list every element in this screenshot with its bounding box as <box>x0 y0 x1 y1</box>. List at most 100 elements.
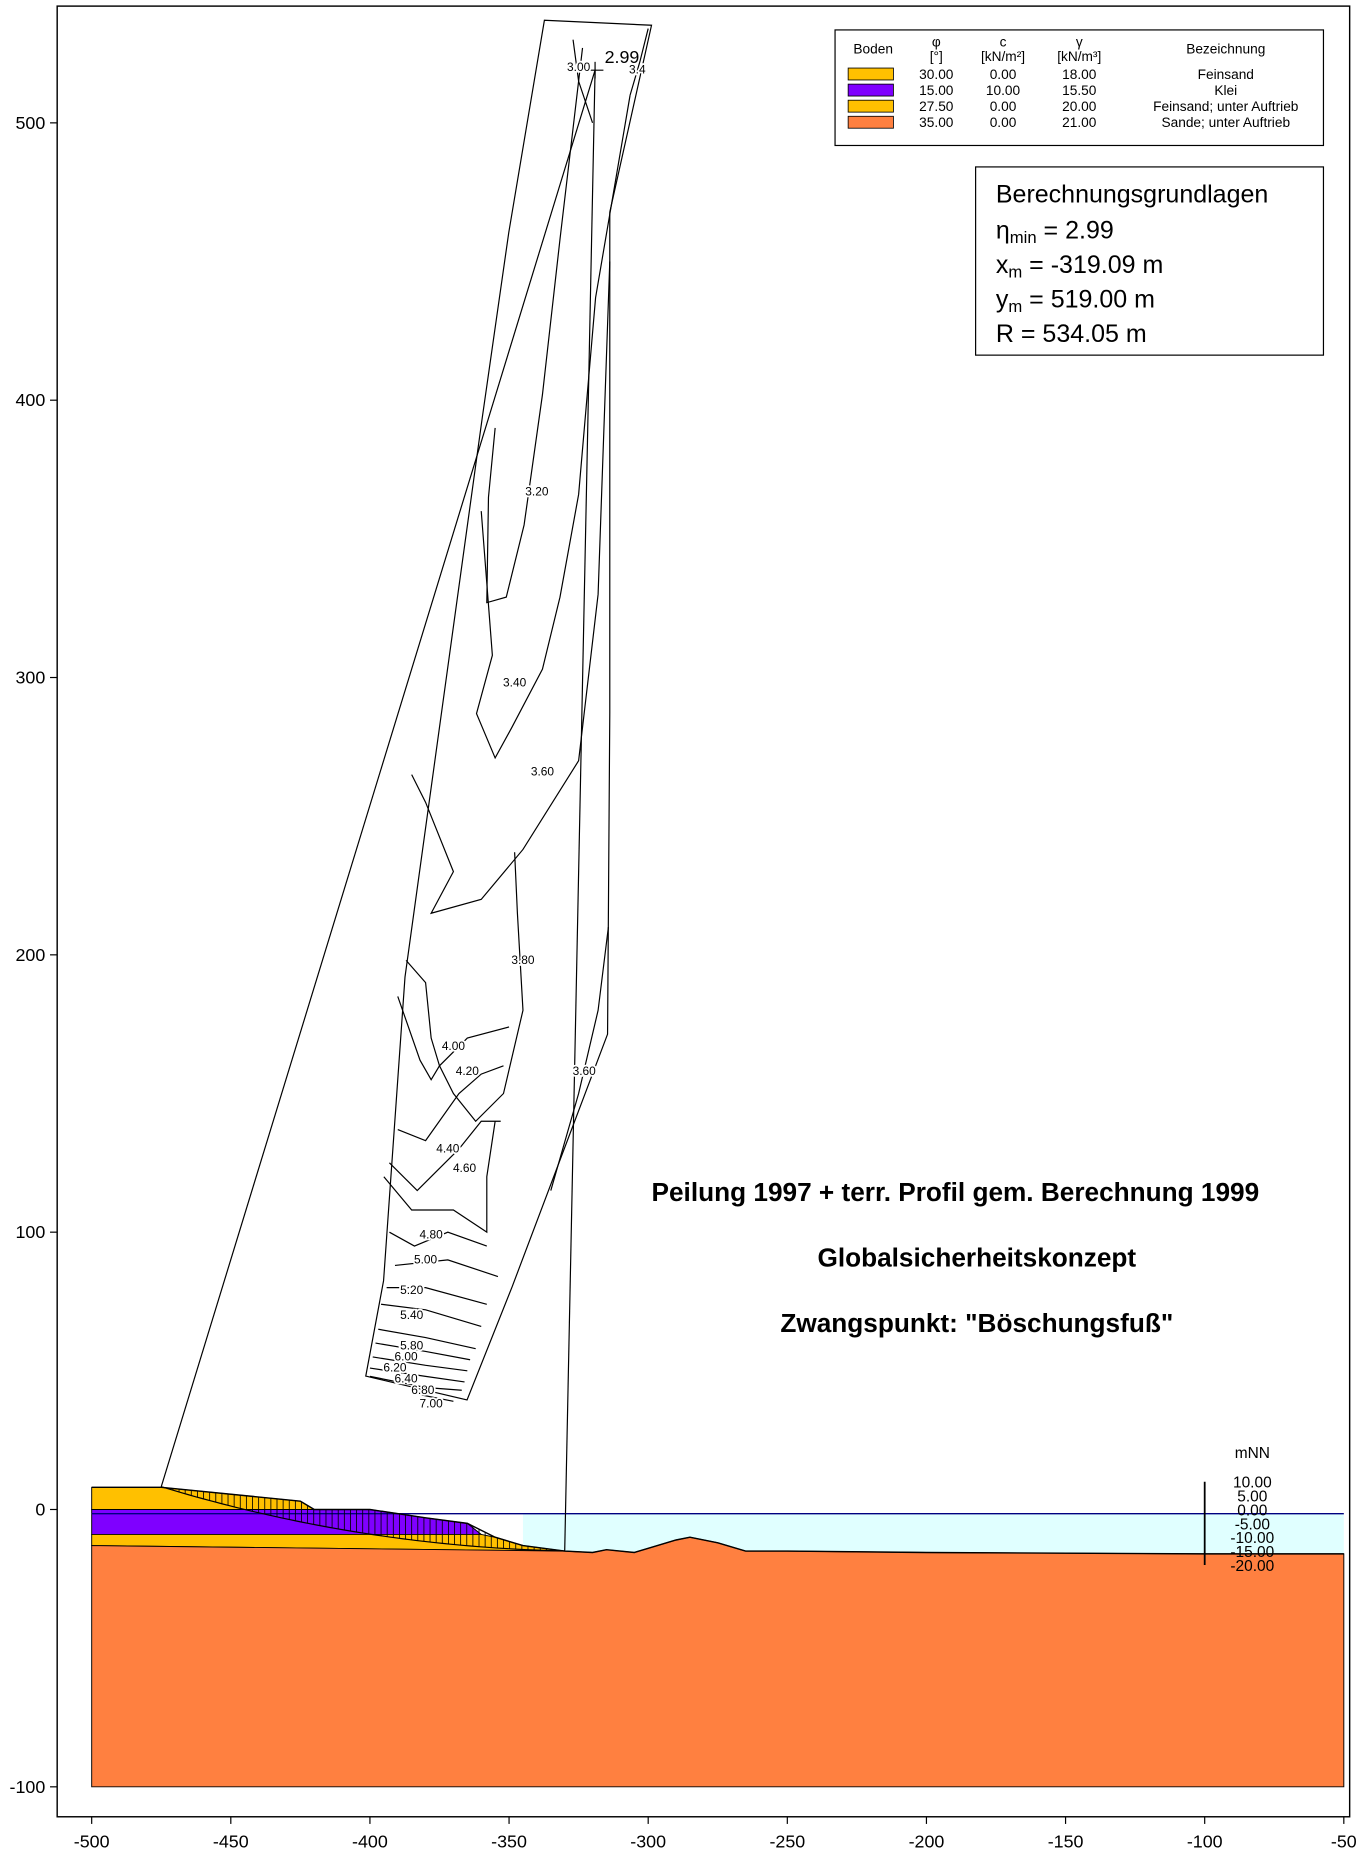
x-tick-label: -100 <box>1187 1832 1223 1852</box>
info-symbol: x <box>996 251 1009 279</box>
legend-header: Bezeichnung <box>1186 42 1265 57</box>
center-label: 2.99 <box>605 47 640 67</box>
contour-label: 3.20 <box>525 484 549 498</box>
contour-line <box>397 996 510 1081</box>
x-tick-label: -400 <box>352 1832 388 1852</box>
contour-line <box>369 1375 462 1391</box>
info-symbol: R <box>996 320 1014 348</box>
soil-layer <box>91 1536 1345 1788</box>
y-tick-label: -100 <box>10 1777 46 1797</box>
legend-swatch <box>847 67 894 81</box>
contour-line <box>380 1303 482 1328</box>
contour-label: 3.60 <box>531 764 555 778</box>
legend-cell: 18.00 <box>1062 67 1097 82</box>
x-tick-label: -50 <box>1331 1832 1357 1852</box>
gauge-label: -15.00 <box>1230 1544 1274 1561</box>
info-rest: = 519.00 m <box>1022 285 1155 313</box>
contour-label: 3.4 <box>629 63 646 77</box>
contour-line <box>375 1342 471 1361</box>
radius-line <box>160 69 596 1487</box>
y-tick-label: 500 <box>15 113 45 133</box>
legend-cell: 0.00 <box>990 115 1017 130</box>
legend-header: [kN/m²] <box>981 49 1025 64</box>
legend-box <box>834 29 1325 147</box>
search-grid <box>365 19 653 1401</box>
gauge-label: -5.00 <box>1235 1516 1270 1533</box>
y-tick-label: 400 <box>15 390 45 410</box>
contour-line <box>405 852 524 1123</box>
plot-frame <box>56 5 1351 1818</box>
y-tick-label: 200 <box>15 945 45 965</box>
contour-line <box>369 1367 465 1383</box>
legend-cell: 21.00 <box>1062 115 1097 130</box>
contour-label: 6.80 <box>411 1383 435 1397</box>
info-rest: = 2.99 <box>1037 216 1114 244</box>
contour-line <box>475 95 631 760</box>
legend-cell: Sande; unter Auftrieb <box>1161 115 1290 130</box>
contour-label: 4.40 <box>436 1142 460 1156</box>
slip-circle <box>161 1486 565 1552</box>
info-rest: = 534.05 m <box>1014 320 1147 348</box>
info-symbol: η <box>996 216 1010 244</box>
contour-label: 4.60 <box>453 1161 477 1175</box>
contour-line <box>394 1259 499 1278</box>
legend-cell: 10.00 <box>986 83 1021 98</box>
legend-header: γ <box>1076 35 1083 50</box>
contour-line <box>550 927 609 1191</box>
legend-header: c <box>1000 35 1007 50</box>
info-line: ηmin = 2.99 <box>996 216 1114 247</box>
x-tick-label: -300 <box>630 1832 666 1852</box>
info-symbol: y <box>996 285 1009 313</box>
x-tick-label: -350 <box>491 1832 527 1852</box>
contour-label: 4.20 <box>456 1064 480 1078</box>
contour-label: 3.80 <box>511 953 535 967</box>
legend-header: [°] <box>930 49 943 64</box>
x-tick-label: -200 <box>909 1832 945 1852</box>
contour-label: 5.40 <box>400 1308 424 1322</box>
water <box>522 1513 1344 1554</box>
x-tick-label: -450 <box>213 1832 249 1852</box>
legend-cell: 30.00 <box>919 67 954 82</box>
annotation: Globalsicherheitskonzept <box>817 1242 1136 1272</box>
legend-swatch <box>847 115 894 129</box>
legend-header: φ <box>932 35 941 50</box>
info-sub: min <box>1010 228 1037 247</box>
info-sub: m <box>1008 263 1022 282</box>
contour-label: 5.80 <box>400 1338 424 1352</box>
contour-line <box>372 1356 468 1372</box>
gauge-label: -20.00 <box>1230 1558 1274 1575</box>
contour-label: 3.00 <box>567 60 591 74</box>
gauge-label: 5.00 <box>1237 1489 1267 1506</box>
annotation: Peilung 1997 + terr. Profil gem. Berechn… <box>652 1177 1260 1207</box>
legend-cell: 15.50 <box>1062 83 1097 98</box>
contour-line <box>378 1328 476 1350</box>
legend-cell: Klei <box>1214 83 1237 98</box>
info-sub: m <box>1008 297 1022 316</box>
x-tick-label: -150 <box>1048 1832 1084 1852</box>
annotation: Zwangspunkt: "Böschungsfuß" <box>780 1308 1173 1338</box>
contour-label: 6.40 <box>395 1372 419 1386</box>
legend-cell: 0.00 <box>990 99 1017 114</box>
contour-label: 6.20 <box>383 1361 407 1375</box>
info-line: xm = -319.09 m <box>996 251 1163 282</box>
contour-label: 4.80 <box>420 1228 444 1242</box>
radius-line <box>564 70 596 1551</box>
legend-cell: 35.00 <box>919 115 954 130</box>
info-rest: = -319.09 m <box>1022 251 1163 279</box>
contour-label: 6.00 <box>395 1350 419 1364</box>
legend-cell: Feinsand <box>1198 67 1254 82</box>
contour-line <box>411 1392 454 1402</box>
contour-line <box>388 1120 501 1192</box>
contour-label: 5.00 <box>414 1252 438 1266</box>
legend-header: Boden <box>853 42 893 57</box>
contour-label: 7.00 <box>420 1397 444 1411</box>
info-line: ym = 519.00 m <box>996 285 1155 316</box>
legend-cell: Feinsand; unter Auftrieb <box>1153 99 1299 114</box>
contour-line <box>397 1065 504 1142</box>
legend-swatch <box>847 99 894 113</box>
legend-swatch <box>847 83 894 97</box>
legend-cell: 27.50 <box>919 99 954 114</box>
contour-label: 3.60 <box>573 1064 597 1078</box>
info-line: R = 534.05 m <box>996 320 1147 348</box>
